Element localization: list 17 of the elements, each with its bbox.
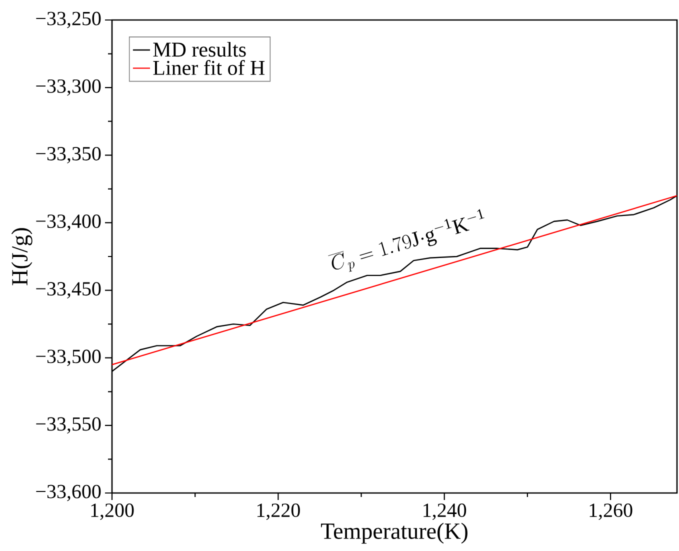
- x-axis-title: Temperature(K): [321, 522, 468, 544]
- x-tick-label: 1,200: [91, 504, 134, 520]
- legend-label: MD results: [153, 42, 246, 57]
- x-tick-label: 1,260: [590, 504, 632, 520]
- legend-label: Liner fit of H: [153, 60, 265, 76]
- y-tick-label: −33,250: [36, 12, 101, 28]
- y-tick-label: −33,400: [36, 214, 101, 231]
- y-tick-label: −33,600: [36, 484, 101, 502]
- y-tick-label: −33,500: [36, 350, 101, 366]
- annotation: $\overline{C}_{p}=1.79\mathrm{J{\cdot}g^{-1}K^{-1}}$: [328, 209, 484, 272]
- y-tick-label: −33,450: [36, 282, 101, 298]
- x-tick-label: 1,220: [257, 504, 300, 520]
- y-tick-label: −33,550: [36, 417, 101, 434]
- x-tick-label: 1,240: [424, 504, 466, 520]
- y-tick-label: −33,300: [36, 79, 101, 96]
- y-axis-title: H(J/g): [11, 228, 32, 286]
- y-tick-label: −33,350: [36, 146, 101, 164]
